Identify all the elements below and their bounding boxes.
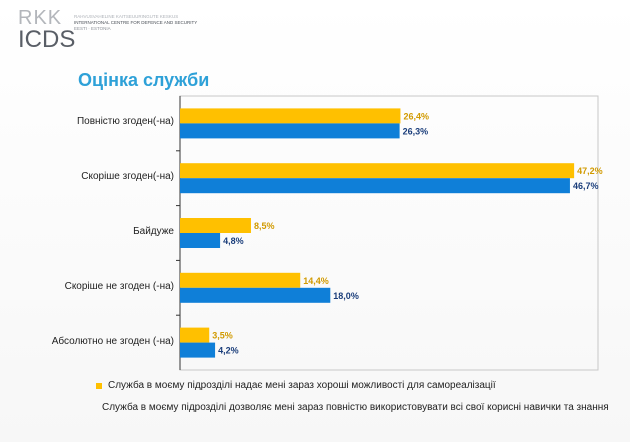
legend-item-series-2: Служба в моєму підрозділі дозволяє мені … [96,402,609,413]
bar-series-2 [180,178,570,194]
legend-label-2: Служба в моєму підрозділі дозволяє мені … [102,402,609,413]
data-label-series-1: 8,5% [254,221,275,231]
logo-icds: ICDS [18,26,76,53]
chart-title: Оцінка служби [78,70,210,90]
logo-line-2: INTERNATIONAL CENTRE FOR DEFENCE AND SEC… [74,20,198,25]
data-label-series-2: 46,7% [573,181,599,191]
category-label: Абсолютно не згоден (-на) [51,335,174,347]
bar-series-2 [180,123,400,139]
logo-rkk: RKK [18,7,63,29]
logo-line-3: EESTI · ESTONIA [74,26,111,31]
data-label-series-1: 47,2% [577,166,603,176]
data-label-series-2: 26,3% [403,126,429,136]
data-label-series-2: 4,8% [223,236,244,246]
category-label: Скоріше не згоден (-на) [64,280,174,292]
data-label-series-1: 26,4% [403,111,429,121]
bar-series-1 [180,108,401,124]
bar-series-1 [180,218,251,233]
bar-series-2 [180,342,216,358]
bar-series-1 [180,272,301,288]
category-label: Байдуже [133,226,174,237]
legend-label-1: Служба в моєму підрозділі надає мені зар… [108,380,496,391]
data-label-series-1: 14,4% [303,276,329,286]
data-label-series-1: 3,5% [212,331,233,341]
category-label: Повністю згоден(-на) [76,116,174,128]
bar-series-1 [180,327,210,343]
bar-series-2 [180,233,221,248]
legend-swatch-1 [96,382,102,389]
bar-series-2 [180,287,331,303]
legend-item-series-1: Служба в моєму підрозділі надає мені зар… [96,380,596,391]
data-label-series-2: 4,2% [218,346,239,356]
category-label: Скоріше згоден(-на) [81,171,174,183]
bar-series-1 [180,163,575,179]
logo-text: RAHVUSVAHELINE KAITSEUURINGUTE KESKUS IN… [74,14,197,32]
data-label-series-2: 18,0% [333,291,359,301]
logo-line-1: RAHVUSVAHELINE KAITSEUURINGUTE KESKUS [74,14,179,19]
icds-logo: RKK ICDS RAHVUSVAHELINE KAITSEUURINGUTE … [18,6,218,52]
